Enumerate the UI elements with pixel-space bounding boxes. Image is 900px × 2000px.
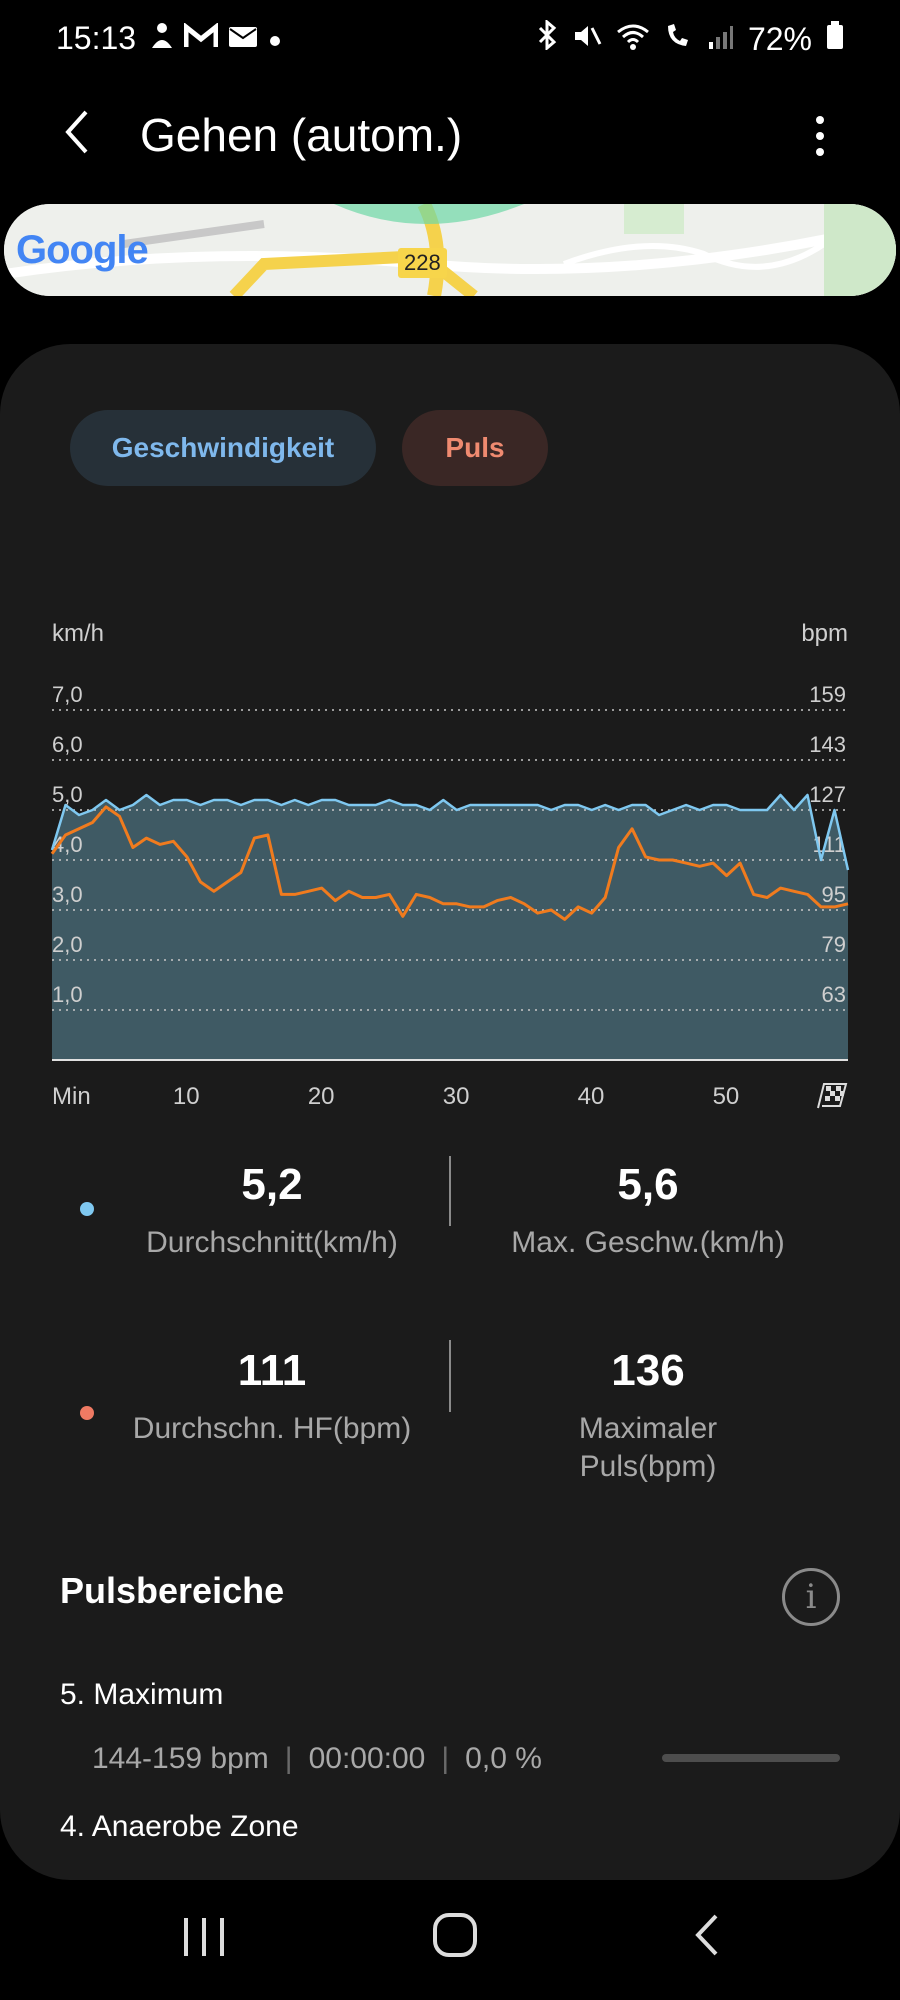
avg-speed-value: 5,2 xyxy=(241,1160,303,1209)
page-title: Gehen (autom.) xyxy=(140,109,463,161)
heart-rate-line xyxy=(50,805,849,921)
zone-5-percent: 0,0 % xyxy=(465,1742,542,1775)
left-tick-label: 5,0 xyxy=(52,782,83,807)
x-tick-label: 40 xyxy=(577,1083,605,1110)
left-tick-label: 6,0 xyxy=(52,732,83,757)
dot-icon xyxy=(268,24,282,55)
x-tick-label: Min xyxy=(52,1083,91,1110)
tab-speed[interactable]: Geschwindigkeit xyxy=(70,410,376,486)
max-speed-label: Max. Geschw.(km/h) xyxy=(511,1226,785,1259)
right-tick-label: 159 xyxy=(809,682,846,707)
speed-line xyxy=(50,793,850,871)
zone-5-range: 144-159 bpm xyxy=(92,1742,269,1775)
right-tick-label: 79 xyxy=(822,932,846,957)
more-vert-icon xyxy=(816,116,824,156)
left-tick-label: 3,0 xyxy=(52,882,83,907)
route-map[interactable] xyxy=(4,204,896,296)
workout-card xyxy=(0,344,900,1880)
max-hr-label-line1: Maximaler xyxy=(578,1412,718,1445)
back-icon xyxy=(695,1914,718,1956)
battery-icon xyxy=(826,20,844,58)
meta-separator: | xyxy=(441,1742,450,1775)
signal-icon xyxy=(708,21,734,58)
right-tick-label: 63 xyxy=(822,982,846,1007)
bluetooth-icon xyxy=(536,18,558,58)
speed-legend-dot xyxy=(80,1202,94,1216)
more-options-button[interactable] xyxy=(800,106,840,166)
home-button[interactable] xyxy=(430,1910,480,1965)
meta-separator: | xyxy=(284,1742,293,1775)
status-bar: 15:13 72% xyxy=(0,0,900,80)
x-tick-label: 10 xyxy=(172,1083,200,1110)
mail-icon xyxy=(228,24,258,55)
chevron-left-icon xyxy=(65,110,88,154)
system-nav-bar xyxy=(0,1880,900,2000)
x-tick-label: 50 xyxy=(712,1083,740,1110)
map-graphic xyxy=(4,204,896,296)
back-button[interactable] xyxy=(50,100,110,160)
stat-divider xyxy=(449,1340,451,1412)
nav-back-button[interactable] xyxy=(688,1910,728,1965)
notification-person-icon xyxy=(150,22,174,57)
road-badge: 228 xyxy=(398,248,447,278)
zone-4-title: 4. Anaerobe Zone xyxy=(60,1810,299,1843)
avg-hr-label: Durchschn. HF(bpm) xyxy=(132,1412,412,1445)
info-icon[interactable]: i xyxy=(782,1568,840,1626)
recent-apps-button[interactable] xyxy=(178,1912,230,1967)
max-hr-value: 136 xyxy=(611,1346,685,1395)
zone-5-progress xyxy=(662,1754,840,1762)
right-tick-label: 143 xyxy=(809,732,846,757)
wifi-icon xyxy=(616,21,650,58)
google-logo: Google xyxy=(16,228,149,272)
notification-icons xyxy=(150,21,282,57)
right-tick-label: 95 xyxy=(822,882,846,907)
left-tick-label: 7,0 xyxy=(52,682,83,707)
left-tick-label: 1,0 xyxy=(52,982,83,1007)
status-time: 15:13 xyxy=(56,20,137,56)
x-tick-label: 20 xyxy=(307,1083,335,1110)
zone-5-title: 5. Maximum xyxy=(60,1678,224,1711)
right-axis-unit: bpm xyxy=(801,620,848,647)
battery-percent: 72% xyxy=(747,20,812,57)
avg-speed-label: Durchschnitt(km/h) xyxy=(146,1226,398,1259)
max-speed-value: 5,6 xyxy=(617,1160,679,1209)
home-icon xyxy=(433,1913,477,1957)
mute-icon xyxy=(572,21,602,58)
hr-legend-dot xyxy=(80,1406,94,1420)
tab-heart-rate[interactable]: Puls xyxy=(402,410,548,486)
x-tick-label: 30 xyxy=(442,1083,470,1110)
system-icons: 72% xyxy=(536,18,844,58)
zones-title: Pulsbereiche xyxy=(60,1570,285,1611)
left-tick-label: 2,0 xyxy=(52,932,83,957)
wifi-call-icon xyxy=(664,21,694,58)
left-axis-unit: km/h xyxy=(52,620,105,647)
right-tick-label: 127 xyxy=(809,782,846,807)
stat-divider xyxy=(449,1156,451,1226)
gmail-icon xyxy=(183,21,219,56)
recents-icon xyxy=(184,1918,224,1956)
max-hr-label-line2: Puls(bpm) xyxy=(579,1450,717,1483)
avg-hr-value: 111 xyxy=(237,1346,307,1395)
speed-area xyxy=(52,795,848,1060)
zone-5-time: 00:00:00 xyxy=(308,1742,426,1775)
zone-5-meta: 144-159 bpm | 00:00:00 | 0,0 % xyxy=(92,1742,542,1776)
finish-flag-icon xyxy=(814,1080,848,1115)
